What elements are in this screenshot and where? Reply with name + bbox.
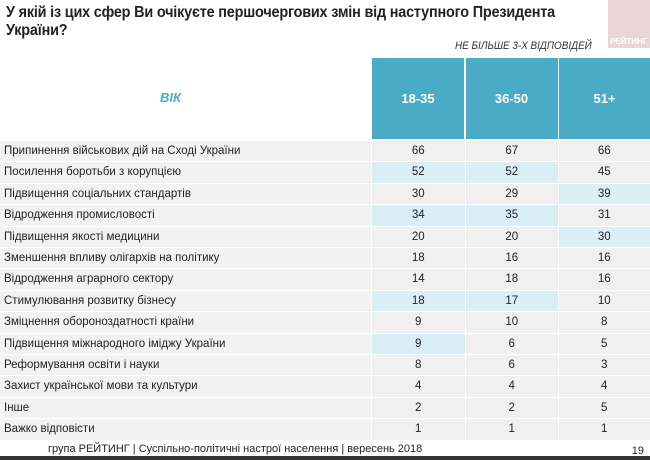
value-cell: 5 (558, 333, 650, 355)
column-header-36-50: 36-50 (465, 58, 558, 139)
table-row: Реформування освіти і науки 8 6 3 (0, 355, 650, 377)
answer-limit-note: НЕ БІЛЬШЕ 3-Х ВІДПОВІДЕЙ (455, 40, 592, 52)
value-cell: 9 (371, 333, 465, 355)
value-cell: 30 (371, 183, 465, 206)
table-row: Захист української мови та культури 4 4 4 (0, 376, 650, 398)
value-cell: 66 (558, 141, 650, 163)
row-label: Підвищення соціальних стандартів (0, 183, 371, 206)
row-label: Підвищення міжнародного іміджу України (0, 333, 371, 355)
row-label: Відродження аграрного сектору (0, 269, 371, 291)
value-cell: 20 (371, 226, 465, 248)
table-row: Зміцнення обороноздатності країни 9 10 8 (0, 312, 650, 334)
value-cell: 3 (558, 355, 650, 377)
value-cell: 18 (371, 290, 465, 313)
table-row: Важко відповісти 1 1 1 (0, 419, 650, 441)
value-cell: 8 (371, 355, 465, 377)
row-label: Відродження промисловості (0, 205, 371, 227)
value-cell: 4 (371, 376, 465, 398)
value-cell: 6 (464, 333, 558, 355)
row-label: Зменшення впливу олігархів на політику (0, 248, 371, 270)
value-cell: 1 (464, 419, 558, 441)
row-label: Стимулювання розвитку бізнесу (0, 290, 371, 313)
row-label: Захист української мови та культури (0, 376, 371, 398)
value-cell: 4 (558, 376, 650, 398)
table-row: Відродження промисловості 34 35 31 (0, 205, 650, 227)
bottom-divider (0, 456, 650, 460)
value-cell: 52 (464, 162, 558, 184)
row-label: Інше (0, 397, 371, 420)
value-cell: 16 (558, 269, 650, 291)
value-cell: 16 (558, 248, 650, 270)
row-label: Підвищення якості медицини (0, 226, 371, 248)
value-cell: 18 (371, 248, 465, 270)
value-cell: 10 (558, 290, 650, 313)
row-label: Зміцнення обороноздатності країни (0, 312, 371, 334)
value-cell: 52 (371, 162, 465, 184)
value-cell: 2 (464, 397, 558, 420)
value-cell: 6 (464, 355, 558, 377)
column-header-51-plus: 51+ (559, 58, 650, 139)
value-cell: 16 (464, 248, 558, 270)
value-cell: 4 (464, 376, 558, 398)
row-label: Важко відповісти (0, 419, 371, 441)
rating-logo: РЕЙТИНГ (608, 0, 650, 48)
value-cell: 14 (371, 269, 465, 291)
value-cell: 66 (371, 141, 465, 163)
value-cell: 45 (558, 162, 650, 184)
value-cell: 5 (558, 397, 650, 420)
row-label: Припинення військових дій на Сході Украї… (0, 141, 371, 163)
table-row: Припинення військових дій на Сході Украї… (0, 141, 650, 163)
value-cell: 17 (464, 290, 558, 313)
value-cell: 31 (558, 205, 650, 227)
value-cell: 20 (464, 226, 558, 248)
row-label: Посилення боротьби з корупцією (0, 162, 371, 184)
value-cell: 34 (371, 205, 465, 227)
row-label: Реформування освіти і науки (0, 355, 371, 377)
table-row: Стимулювання розвитку бізнесу 18 17 10 (0, 290, 650, 313)
footer-text: група РЕЙТИНГ | Суспільно-політичні наст… (48, 443, 423, 455)
value-cell: 1 (558, 419, 650, 441)
slide-title: У якій із цих сфер Ви очікуєте першочерг… (6, 4, 556, 39)
value-cell: 1 (371, 419, 465, 441)
table-row: Підвищення якості медицини 20 20 30 (0, 226, 650, 248)
value-cell: 30 (558, 226, 650, 248)
value-cell: 2 (371, 397, 465, 420)
page-number: 19 (631, 445, 644, 457)
table-row: Інше 2 2 5 (0, 397, 650, 420)
table-row: Відродження аграрного сектору 14 18 16 (0, 269, 650, 291)
table-row: Посилення боротьби з корупцією 52 52 45 (0, 162, 650, 184)
table-row: Підвищення міжнародного іміджу України 9 6… (0, 333, 650, 355)
value-cell: 9 (371, 312, 465, 334)
table-row: Зменшення впливу олігархів на політику 18… (0, 248, 650, 270)
value-cell: 8 (558, 312, 650, 334)
value-cell: 10 (464, 312, 558, 334)
value-cell: 18 (464, 269, 558, 291)
table-row: Підвищення соціальних стандартів 30 29 39 (0, 183, 650, 206)
value-cell: 39 (558, 183, 650, 206)
column-header-18-35: 18-35 (372, 58, 464, 139)
value-cell: 35 (464, 205, 558, 227)
age-group-label: ВІК (160, 90, 181, 105)
value-cell: 67 (464, 141, 558, 163)
value-cell: 29 (464, 183, 558, 206)
